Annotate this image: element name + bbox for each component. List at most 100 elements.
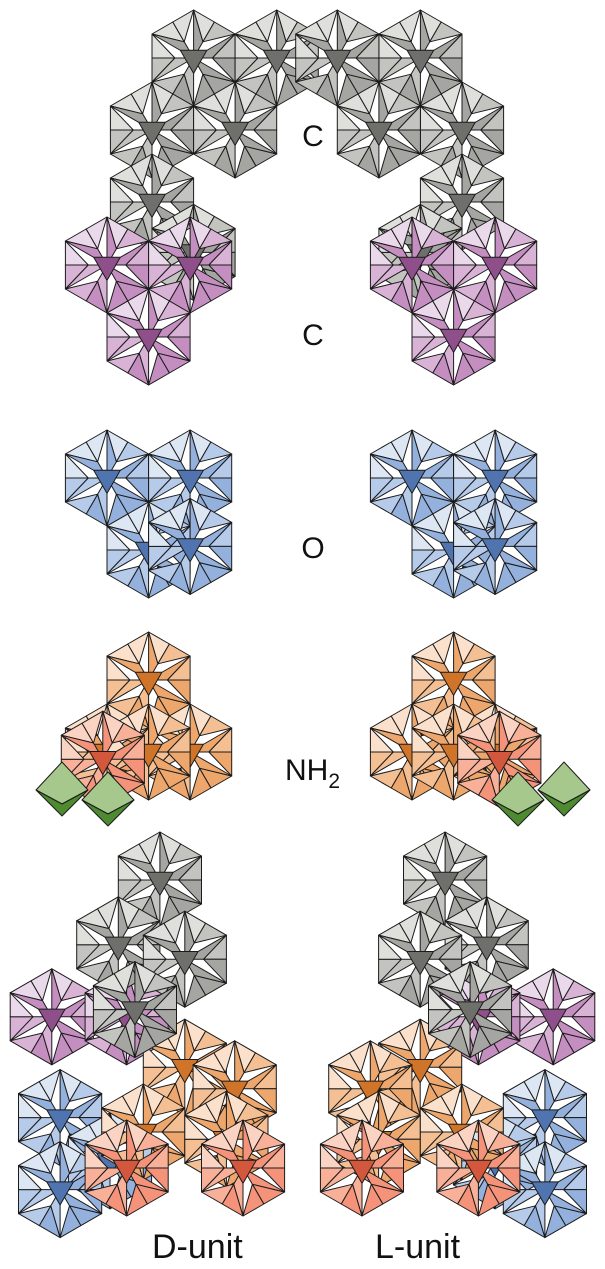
facet bbox=[387, 1102, 421, 1124]
facet bbox=[419, 145, 454, 167]
facet bbox=[168, 216, 191, 250]
facet-pit bbox=[472, 936, 501, 961]
facet bbox=[453, 521, 477, 547]
facet bbox=[432, 703, 455, 737]
facet bbox=[160, 165, 195, 187]
facet bbox=[184, 974, 207, 1008]
facet bbox=[251, 1131, 286, 1153]
facet bbox=[178, 879, 202, 905]
facet bbox=[213, 81, 236, 115]
hex-facet-cluster bbox=[502, 1141, 587, 1239]
facet bbox=[113, 961, 136, 994]
facet bbox=[172, 9, 195, 43]
facet bbox=[18, 1093, 42, 1119]
facet bbox=[432, 631, 455, 665]
facet bbox=[494, 280, 517, 314]
facet bbox=[453, 453, 477, 479]
facet bbox=[397, 129, 421, 155]
facet bbox=[163, 910, 186, 944]
facet bbox=[208, 477, 233, 503]
facet bbox=[235, 1102, 269, 1124]
facet bbox=[166, 679, 191, 705]
facet bbox=[462, 643, 496, 665]
facet bbox=[189, 767, 212, 801]
facet-pit bbox=[262, 49, 291, 74]
facet bbox=[478, 973, 513, 994]
facet bbox=[84, 1183, 118, 1205]
facet bbox=[199, 228, 233, 250]
hex-facet-cluster bbox=[369, 429, 455, 527]
facet bbox=[85, 429, 108, 463]
facet bbox=[92, 985, 117, 1011]
l-unit-c-purple-module bbox=[369, 216, 538, 386]
facet bbox=[369, 767, 404, 789]
facet bbox=[423, 831, 446, 865]
green-lug-shadow bbox=[81, 799, 135, 827]
facet bbox=[84, 1143, 109, 1169]
facet bbox=[168, 429, 191, 463]
green-lug-shadow bbox=[537, 789, 591, 817]
hex-facet-cluster bbox=[403, 831, 488, 929]
hex-facet-cluster bbox=[201, 1119, 286, 1217]
facet bbox=[544, 1205, 567, 1239]
facet bbox=[378, 934, 402, 960]
facet bbox=[398, 1018, 421, 1052]
facet-pit bbox=[481, 469, 509, 494]
facet bbox=[361, 1183, 384, 1217]
facet bbox=[117, 855, 142, 881]
facet bbox=[160, 93, 195, 115]
facet bbox=[473, 429, 496, 463]
hex-facet-cluster bbox=[453, 429, 538, 527]
facet-pit bbox=[46, 1109, 74, 1134]
facet bbox=[319, 1143, 344, 1169]
facet bbox=[64, 240, 89, 266]
facet bbox=[378, 145, 401, 179]
facet bbox=[106, 312, 131, 338]
facet bbox=[319, 1183, 354, 1205]
row-label-nh2-main: NH bbox=[285, 754, 328, 787]
facet bbox=[184, 1114, 209, 1140]
facet bbox=[411, 767, 445, 789]
facet bbox=[234, 33, 259, 59]
facet-pit bbox=[439, 671, 468, 696]
hex-facet-cluster bbox=[193, 81, 278, 179]
facet bbox=[130, 153, 153, 187]
facet bbox=[513, 264, 538, 290]
facet bbox=[470, 93, 505, 115]
hex-facet-cluster bbox=[369, 216, 455, 314]
facet bbox=[18, 1165, 42, 1191]
facet-pit bbox=[146, 871, 174, 896]
facet-pit bbox=[138, 121, 166, 146]
row-label-c-1: C bbox=[302, 120, 324, 153]
facet bbox=[166, 751, 191, 777]
facet-pit bbox=[531, 1181, 559, 1206]
facet bbox=[488, 1009, 513, 1035]
assembled-units-row: D-unit L-unit bbox=[9, 831, 596, 1266]
facet-pit bbox=[365, 121, 393, 146]
facet bbox=[60, 980, 94, 1002]
facet bbox=[411, 352, 445, 374]
facet bbox=[438, 1066, 463, 1092]
facet bbox=[453, 562, 487, 583]
facet-pit bbox=[46, 1181, 74, 1206]
facet bbox=[369, 453, 394, 479]
hex-facet-cluster bbox=[511, 968, 596, 1066]
facet-pit bbox=[406, 1059, 434, 1084]
facet bbox=[328, 1064, 353, 1090]
row-label-nh2: NH2 bbox=[285, 754, 340, 793]
facet bbox=[420, 441, 455, 463]
row-label-c-2: C bbox=[302, 319, 324, 352]
facet-pit bbox=[323, 49, 352, 74]
d-unit-assembled-model bbox=[9, 831, 286, 1239]
hex-facet-cluster bbox=[151, 9, 236, 107]
row-c-purple: C bbox=[64, 216, 538, 386]
facet bbox=[127, 703, 150, 737]
facet bbox=[504, 441, 538, 463]
facet bbox=[419, 177, 444, 203]
facet bbox=[563, 1117, 587, 1143]
hex-facet-cluster bbox=[64, 216, 150, 314]
facet bbox=[471, 679, 496, 705]
facet-pit bbox=[464, 1159, 493, 1184]
facet bbox=[465, 896, 488, 930]
green-lug-shadow bbox=[491, 799, 545, 827]
